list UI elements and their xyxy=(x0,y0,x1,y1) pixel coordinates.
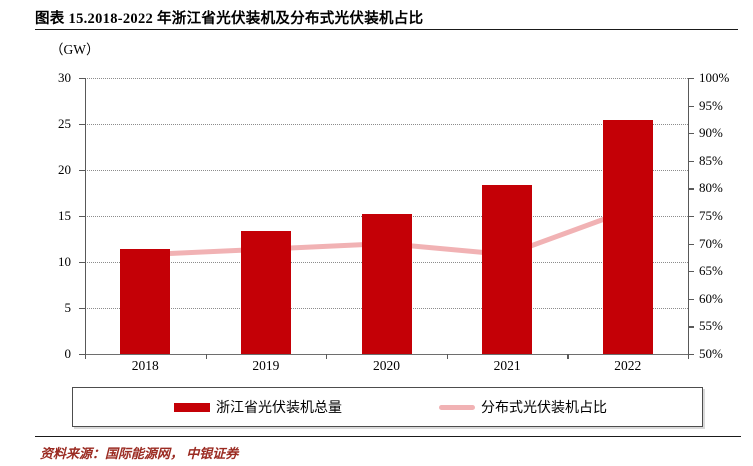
bar-2019 xyxy=(240,230,291,354)
bar-2020 xyxy=(361,214,412,354)
right-axis-tick xyxy=(688,271,694,273)
legend-label-bar-series: 浙江省光伏装机总量 xyxy=(216,401,342,416)
source-note: 资料来源：国际能源网， 中银证券 xyxy=(40,446,239,461)
left-axis-tick-label: 30 xyxy=(58,70,71,85)
legend: 浙江省光伏装机总量 分布式光伏装机占比 xyxy=(72,387,703,427)
left-axis-tick xyxy=(79,354,85,356)
right-axis-tick xyxy=(688,105,694,107)
bar-2021 xyxy=(482,184,533,354)
legend-item-bar-series: 浙江省光伏装机总量 xyxy=(174,388,342,426)
x-axis-tick xyxy=(205,354,207,359)
right-axis-tick xyxy=(688,160,694,162)
x-axis-category-label: 2020 xyxy=(373,358,400,373)
line-series-swatch xyxy=(439,404,475,410)
x-axis-tick xyxy=(326,354,328,359)
right-axis-tick-label: 95% xyxy=(699,97,723,113)
left-axis-tick xyxy=(79,216,85,218)
right-axis-tick xyxy=(688,78,694,80)
bar-2022 xyxy=(602,120,653,354)
right-axis-tick-label: 85% xyxy=(699,152,723,168)
legend-label-line-series: 分布式光伏装机占比 xyxy=(481,401,607,416)
legend-item-line-series: 分布式光伏装机占比 xyxy=(439,388,607,426)
right-axis-tick-label: 65% xyxy=(699,263,723,279)
bar-series-swatch xyxy=(174,402,210,412)
x-axis-category-label: 2019 xyxy=(252,358,280,373)
right-axis-tick xyxy=(688,354,694,356)
right-axis-tick xyxy=(688,298,694,300)
right-axis-tick-label: 90% xyxy=(699,125,723,141)
x-axis-tick xyxy=(567,354,569,359)
left-axis-unit-label: （GW） xyxy=(50,42,100,57)
right-axis-tick xyxy=(688,188,694,190)
x-axis-line xyxy=(85,354,689,355)
gridline xyxy=(85,170,688,171)
gridline xyxy=(85,78,688,79)
right-axis-tick xyxy=(688,133,694,135)
right-axis-tick-label: 80% xyxy=(699,180,723,196)
title-divider xyxy=(35,29,738,30)
right-axis-tick-label: 70% xyxy=(699,235,723,251)
left-axis-tick xyxy=(79,78,85,80)
left-axis-tick-label: 25 xyxy=(58,116,71,131)
x-axis-category-label: 2021 xyxy=(493,358,521,373)
right-axis-tick xyxy=(688,216,694,218)
left-axis-tick-label: 0 xyxy=(64,346,72,361)
x-axis-tick xyxy=(446,354,448,359)
left-axis-tick xyxy=(79,308,85,310)
right-axis-tick-label: 60% xyxy=(699,290,723,306)
x-axis-category-label: 2022 xyxy=(614,358,642,373)
x-axis-tick xyxy=(688,354,690,359)
x-axis-tick xyxy=(85,354,87,359)
bar-2018 xyxy=(120,249,171,354)
right-axis-tick-label: 100% xyxy=(699,70,730,85)
right-axis-tick xyxy=(688,326,694,328)
x-axis-category-label: 2018 xyxy=(131,358,159,373)
left-axis-tick-label: 15 xyxy=(58,208,71,223)
right-axis-tick xyxy=(688,243,694,245)
left-axis-line xyxy=(85,78,86,354)
left-axis-tick-label: 5 xyxy=(64,300,72,315)
left-axis-tick xyxy=(79,170,85,172)
right-axis-tick-label: 75% xyxy=(699,208,723,223)
left-axis-tick-label: 10 xyxy=(58,254,71,269)
left-axis-tick xyxy=(79,124,85,126)
right-axis-tick-label: 50% xyxy=(699,346,723,361)
gridline xyxy=(85,124,688,125)
footer-divider xyxy=(35,436,741,437)
left-axis-tick-label: 20 xyxy=(58,162,71,177)
chart-title: 图表 15.2018-2022 年浙江省光伏装机及分布式光伏装机占比 xyxy=(35,11,424,27)
right-axis-tick-label: 55% xyxy=(699,318,723,334)
left-axis-tick xyxy=(79,262,85,264)
